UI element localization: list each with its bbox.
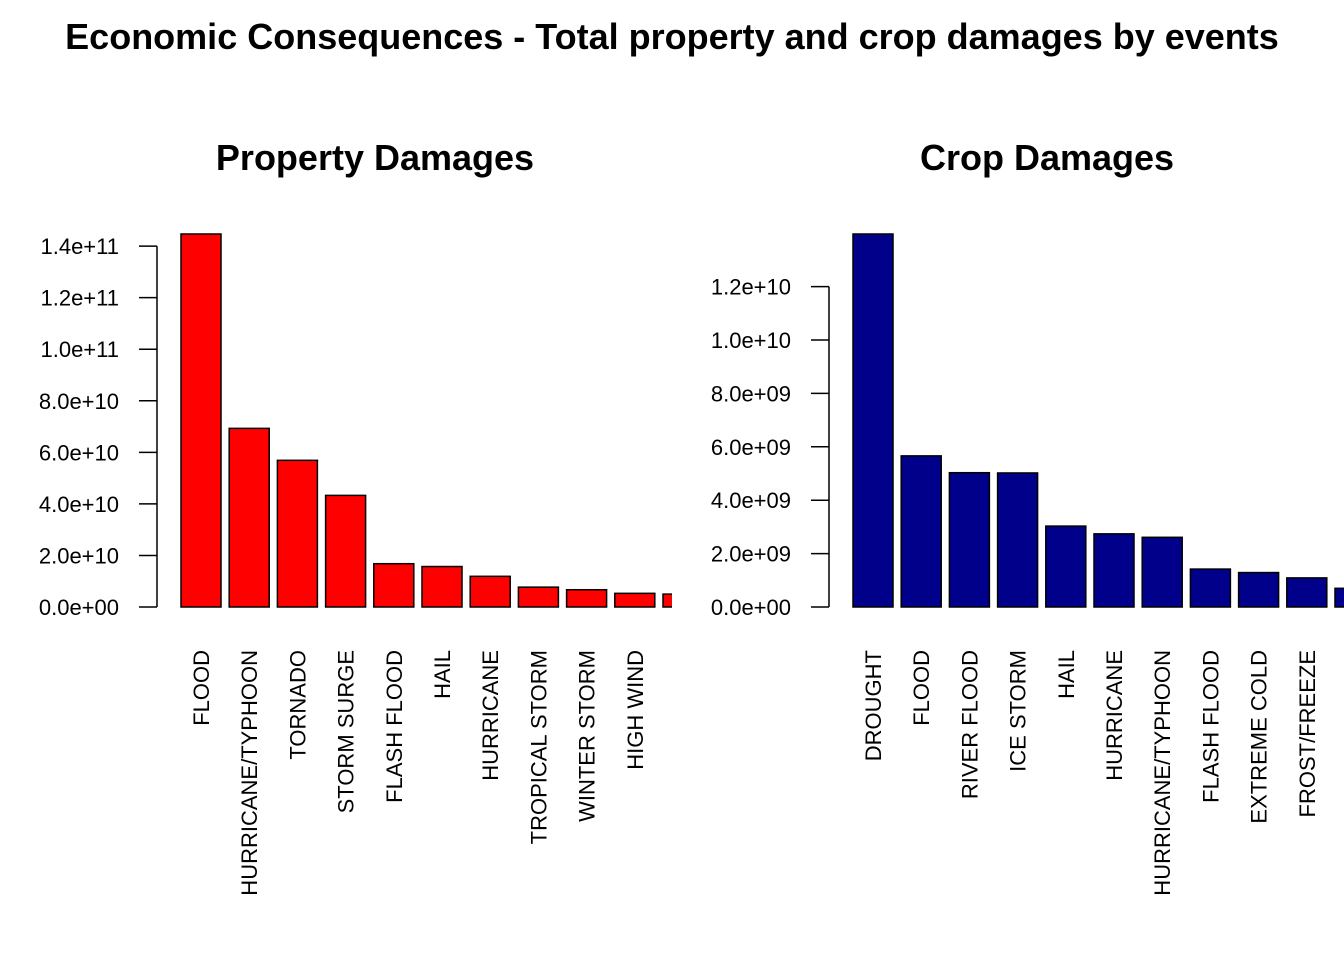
property-bar [469, 575, 511, 608]
property-bar [324, 494, 367, 608]
crop-category-label: FROST/FREEZE [1295, 650, 1320, 817]
property-bar [421, 565, 463, 608]
property-category-label: FLASH FLOOD [382, 650, 407, 803]
property-y-tick-label: 2.0e+10 [39, 543, 119, 568]
crop-y-tick-label: 0.0e+00 [711, 595, 791, 620]
property-y-tick-label: 1.2e+11 [40, 286, 119, 311]
property-damages-panel: Property Damages 0.0e+00 2.0e+10 4.0e+10 6.… [39, 137, 672, 896]
property-y-tick-label: 1.4e+11 [40, 234, 119, 259]
property-y-tick-label: 6.0e+10 [39, 440, 119, 465]
crop-bars [852, 233, 1344, 608]
crop-y-tick-label: 8.0e+09 [711, 381, 791, 406]
property-category-label: FLOOD [189, 650, 214, 726]
crop-bar [1189, 568, 1232, 608]
crop-category-label: HAIL [1054, 650, 1079, 699]
property-bar [517, 586, 560, 608]
property-category-label: STORM SURGE [334, 650, 359, 813]
crop-bar [1093, 533, 1135, 608]
property-category-label: TROPICAL STORM [526, 650, 551, 844]
chart-main-title: Economic Consequences - Total property a… [65, 16, 1279, 57]
crop-category-label: EXTREME COLD [1247, 650, 1272, 824]
property-bar [662, 593, 672, 608]
property-bar [373, 562, 415, 608]
crop-bar [1334, 587, 1344, 608]
property-bar [180, 233, 222, 608]
property-damages-title: Property Damages [216, 137, 534, 178]
crop-y-tick-label: 4.0e+09 [711, 488, 791, 513]
crop-category-label: HURRICANE [1102, 650, 1127, 781]
crop-y-tick-label: 1.2e+10 [711, 275, 791, 300]
crop-bar [852, 233, 894, 608]
crop-bar [1045, 525, 1087, 608]
property-bar [614, 592, 656, 608]
crop-bar [1141, 536, 1183, 608]
property-y-tick-label: 1.0e+11 [40, 337, 119, 362]
property-category-label: TORNADO [285, 650, 310, 760]
property-y-tick-label: 8.0e+10 [39, 389, 119, 414]
crop-bar [948, 471, 991, 608]
crop-damages-title: Crop Damages [920, 137, 1174, 178]
property-category-label: HAIL [430, 650, 455, 699]
property-category-label: WINTER STORM [575, 650, 600, 822]
crop-category-label: ICE STORM [1006, 650, 1031, 772]
property-category-label: HURRICANE/TYPHOON [237, 650, 262, 896]
crop-bar [1237, 571, 1280, 608]
crop-category-label: FLASH FLOOD [1198, 650, 1223, 803]
crop-y-tick-label: 2.0e+09 [711, 542, 791, 567]
property-category-label: HURRICANE [478, 650, 503, 781]
crop-y-tick-label: 1.0e+10 [711, 328, 791, 353]
property-category-label: HIGH WIND [623, 650, 648, 770]
property-bars [180, 233, 672, 608]
property-y-tick-label: 4.0e+10 [39, 492, 119, 517]
crop-bar [1286, 577, 1328, 608]
crop-category-label: RIVER FLOOD [957, 650, 982, 799]
crop-damages-panel: Crop Damages 0.0e+00 2.0e+09 4.0e+09 6.0e+0… [711, 137, 1344, 896]
crop-y-tick-label: 6.0e+09 [711, 435, 791, 460]
crop-bar [996, 472, 1039, 608]
crop-category-label: HURRICANE/TYPHOON [1150, 650, 1175, 896]
property-bar [276, 459, 319, 608]
crop-bar [900, 455, 942, 608]
property-y-tick-label: 0.0e+00 [39, 595, 119, 620]
property-bar [565, 588, 608, 608]
property-bar [228, 427, 270, 608]
crop-category-label: DROUGHT [861, 650, 886, 761]
crop-category-label: FLOOD [909, 650, 934, 726]
